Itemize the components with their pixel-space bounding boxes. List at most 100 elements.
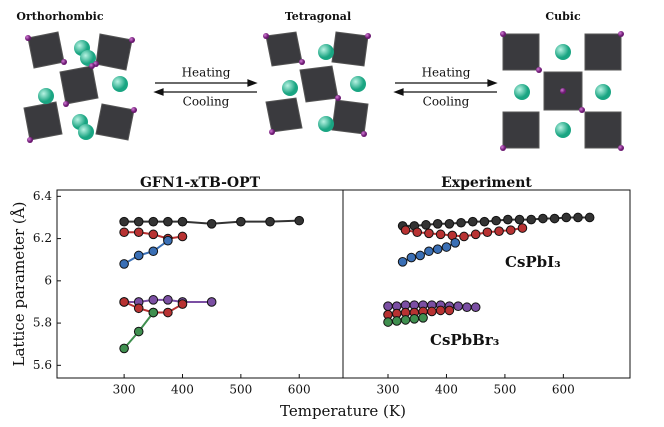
anions	[25, 31, 624, 151]
data-point	[133, 250, 144, 261]
data-point	[148, 246, 159, 257]
panel-title: Experiment	[441, 175, 532, 191]
data-point	[421, 220, 431, 230]
data-point	[406, 252, 417, 263]
data-point	[435, 229, 446, 240]
phase-label: Tetragonal	[285, 10, 351, 23]
transition-label: Cooling	[423, 95, 470, 109]
annotation: CsPbBr₃	[430, 331, 499, 349]
x-tick-label: 500	[229, 383, 252, 397]
data-point	[470, 302, 481, 313]
data-point	[418, 312, 428, 323]
transition-label: Heating	[182, 66, 231, 80]
data-point	[467, 216, 478, 227]
data-point	[494, 226, 504, 236]
data-point	[444, 218, 455, 229]
y-tick-label: 5.8	[33, 316, 52, 330]
panel-title: GFN1-xTB-OPT	[140, 175, 261, 191]
data-point	[133, 216, 144, 227]
arrows	[153, 79, 498, 96]
data-point	[412, 227, 423, 238]
data-point	[119, 343, 129, 354]
data-point	[462, 302, 472, 313]
data-point	[456, 217, 466, 228]
data-point	[427, 306, 437, 317]
data-point	[177, 231, 188, 242]
data-point	[409, 314, 420, 324]
data-point	[432, 244, 443, 254]
y-axis-label: Lattice parameter (Å)	[10, 202, 28, 367]
data-point	[517, 223, 528, 233]
octahedra	[23, 31, 622, 149]
data-point	[453, 301, 463, 311]
data-point	[482, 227, 493, 238]
data-point	[119, 216, 129, 227]
data-point	[265, 216, 275, 227]
data-point	[236, 216, 246, 227]
data-point	[148, 229, 159, 240]
data-point	[383, 301, 393, 311]
data-point	[400, 225, 411, 235]
data-point	[573, 212, 583, 223]
data-point	[397, 257, 408, 267]
data-point	[177, 299, 188, 309]
data-point	[424, 228, 434, 239]
data-point	[206, 297, 217, 307]
x-tick-label: 500	[493, 383, 516, 397]
y-tick-label: 5.6	[33, 358, 52, 372]
data-point	[441, 242, 452, 252]
data-point	[163, 235, 173, 246]
data-point	[148, 307, 159, 318]
data-point	[148, 216, 159, 227]
data-point	[415, 250, 425, 261]
data-point	[163, 295, 173, 305]
x-axis-label: Temperature (K)	[280, 402, 406, 420]
data-point	[119, 297, 129, 307]
data-point	[432, 218, 443, 229]
data-point	[561, 212, 572, 223]
x-tick-label: 400	[435, 383, 458, 397]
transition-label: Cooling	[183, 95, 230, 109]
data-point	[549, 213, 560, 224]
data-point	[163, 216, 173, 227]
phase-label: Cubic	[545, 10, 581, 23]
data-point	[391, 316, 402, 326]
structures	[23, 31, 624, 151]
data-point	[133, 326, 144, 337]
data-point	[294, 215, 305, 226]
data-point	[526, 214, 537, 225]
data-point	[514, 214, 525, 225]
data-point	[177, 216, 188, 227]
x-tick-label: 300	[377, 383, 400, 397]
data-point	[450, 238, 461, 248]
data-point	[424, 246, 434, 257]
data-point	[503, 214, 513, 225]
annotation: CsPbI₃	[505, 253, 561, 271]
cations	[38, 40, 611, 140]
transition-label: Heating	[422, 66, 471, 80]
x-tick-label: 600	[552, 383, 575, 397]
data-point	[479, 216, 490, 227]
x-tick-label: 300	[113, 383, 136, 397]
data-point	[133, 303, 144, 314]
data-point	[119, 259, 129, 269]
data-point	[206, 218, 217, 229]
x-tick-label: 600	[288, 383, 311, 397]
data-point	[133, 227, 144, 238]
phase-label: Orthorhombic	[16, 10, 103, 23]
data-point	[435, 305, 446, 316]
data-point	[163, 307, 173, 318]
y-tick-label: 6.4	[33, 189, 52, 203]
data-point	[538, 213, 548, 224]
y-tick-label: 6.2	[33, 231, 52, 245]
data-point	[148, 295, 159, 305]
data-point	[400, 315, 411, 325]
data-point	[459, 231, 469, 242]
y-tick-label: 6	[44, 273, 52, 287]
data-point	[505, 225, 516, 235]
series-line	[123, 239, 169, 265]
data-point	[470, 229, 481, 240]
data-point	[119, 227, 129, 238]
data-point	[444, 305, 455, 316]
